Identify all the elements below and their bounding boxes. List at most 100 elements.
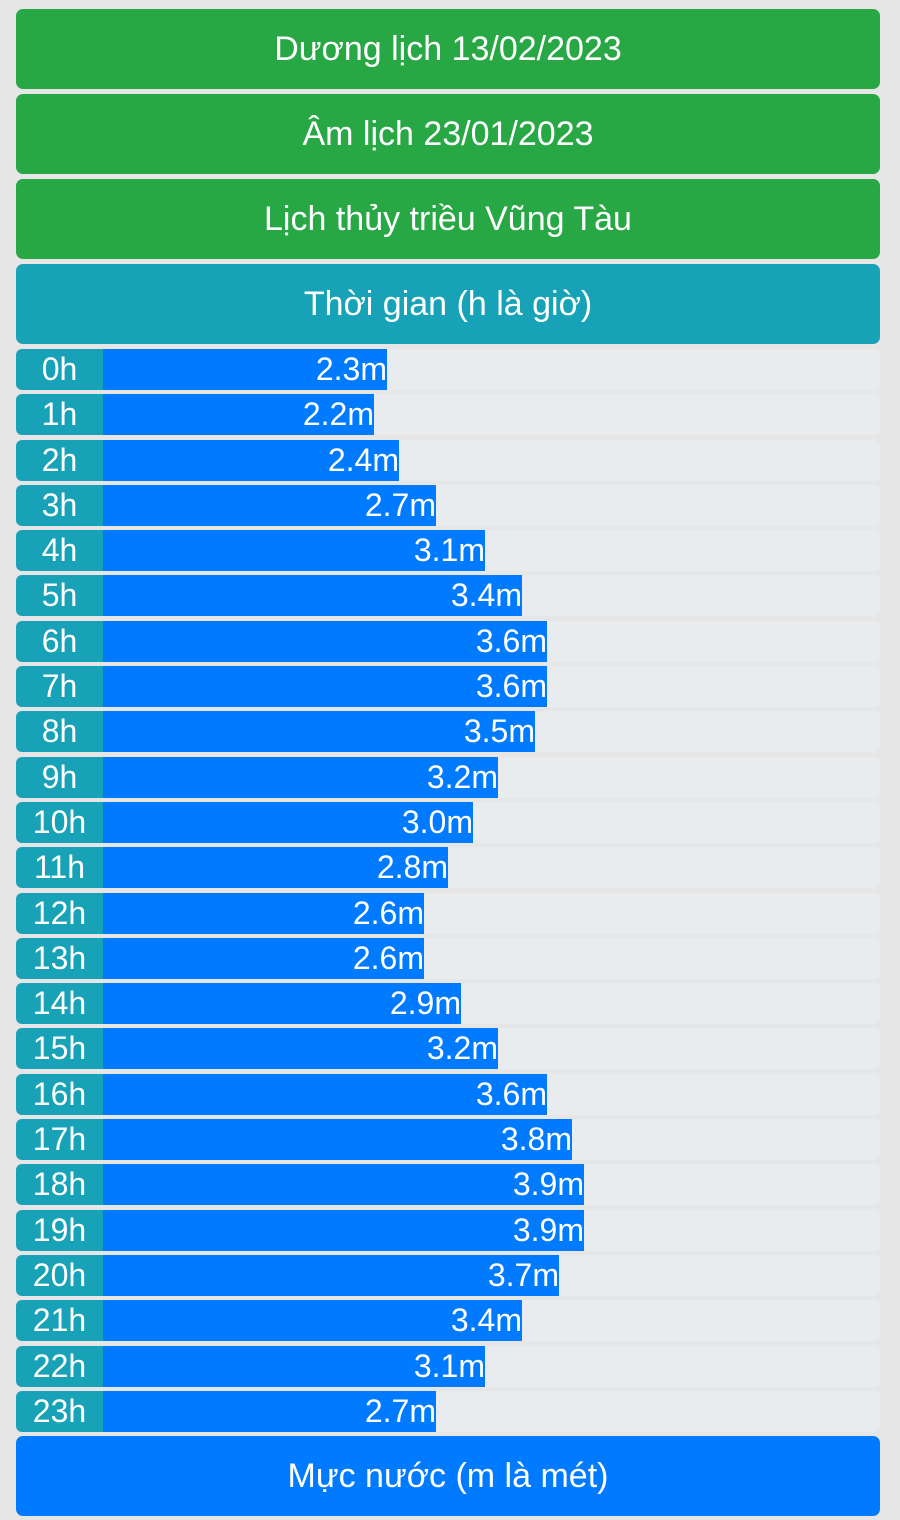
tide-bar: 3.1m bbox=[103, 530, 485, 572]
tide-bar-chart: 0h 2.3m 1h 2.2m 2h 2.4m 3h 2.7m 4h 3.1m 5h 3.4m 6h 3.… bbox=[16, 349, 880, 1432]
tide-bar: 3.6m bbox=[103, 666, 547, 708]
time-column-header: Thời gian (h là giờ) bbox=[16, 264, 880, 344]
hour-label: 9h bbox=[16, 756, 103, 798]
bar-track: 3.5m bbox=[103, 711, 880, 753]
tide-page: Dương lịch 13/02/2023 Âm lịch 23/01/2023… bbox=[16, 9, 880, 1517]
bar-track: 3.6m bbox=[103, 620, 880, 662]
hour-label: 4h bbox=[16, 530, 103, 572]
bar-track: 3.2m bbox=[103, 1028, 880, 1070]
hour-label: 13h bbox=[16, 937, 103, 979]
tide-bar: 2.4m bbox=[103, 439, 399, 481]
bar-track: 3.9m bbox=[103, 1164, 880, 1206]
bar-track: 3.1m bbox=[103, 1345, 880, 1387]
hour-label: 19h bbox=[16, 1209, 103, 1251]
bar-track: 3.0m bbox=[103, 801, 880, 843]
solar-date-banner: Dương lịch 13/02/2023 bbox=[16, 9, 880, 89]
tide-bar: 3.1m bbox=[103, 1345, 485, 1387]
tide-row: 9h 3.2m bbox=[16, 756, 880, 798]
tide-row: 2h 2.4m bbox=[16, 439, 880, 481]
tide-row: 11h 2.8m bbox=[16, 847, 880, 889]
bar-track: 3.1m bbox=[103, 530, 880, 572]
hour-label: 23h bbox=[16, 1390, 103, 1432]
tide-row: 19h 3.9m bbox=[16, 1209, 880, 1251]
tide-row: 6h 3.6m bbox=[16, 620, 880, 662]
lunar-date-banner: Âm lịch 23/01/2023 bbox=[16, 94, 880, 174]
hour-label: 15h bbox=[16, 1028, 103, 1070]
hour-label: 21h bbox=[16, 1300, 103, 1342]
tide-bar: 3.2m bbox=[103, 1028, 498, 1070]
tide-bar: 3.4m bbox=[103, 1300, 522, 1342]
bar-track: 2.3m bbox=[103, 349, 880, 390]
bar-track: 2.9m bbox=[103, 983, 880, 1025]
tide-row: 7h 3.6m bbox=[16, 666, 880, 708]
tide-row: 16h 3.6m bbox=[16, 1073, 880, 1115]
hour-label: 5h bbox=[16, 575, 103, 617]
tide-row: 23h 2.7m bbox=[16, 1390, 880, 1432]
tide-bar: 3.4m bbox=[103, 575, 522, 617]
tide-bar: 3.2m bbox=[103, 756, 498, 798]
hour-label: 8h bbox=[16, 711, 103, 753]
tide-row: 10h 3.0m bbox=[16, 801, 880, 843]
bar-track: 2.6m bbox=[103, 937, 880, 979]
bar-track: 3.8m bbox=[103, 1119, 880, 1161]
tide-bar: 2.8m bbox=[103, 847, 448, 889]
tide-bar: 2.7m bbox=[103, 484, 436, 526]
tide-bar: 3.6m bbox=[103, 1073, 547, 1115]
hour-label: 20h bbox=[16, 1254, 103, 1296]
tide-bar: 3.9m bbox=[103, 1164, 584, 1206]
bar-track: 3.6m bbox=[103, 666, 880, 708]
hour-label: 18h bbox=[16, 1164, 103, 1206]
bar-track: 3.2m bbox=[103, 756, 880, 798]
tide-row: 1h 2.2m bbox=[16, 394, 880, 436]
hour-label: 12h bbox=[16, 892, 103, 934]
tide-row: 4h 3.1m bbox=[16, 530, 880, 572]
bar-track: 2.7m bbox=[103, 1390, 880, 1432]
hour-label: 11h bbox=[16, 847, 103, 889]
tide-bar: 3.8m bbox=[103, 1119, 572, 1161]
bar-track: 3.4m bbox=[103, 575, 880, 617]
tide-bar: 3.0m bbox=[103, 801, 473, 843]
hour-label: 0h bbox=[16, 349, 103, 390]
bar-track: 2.6m bbox=[103, 892, 880, 934]
tide-row: 17h 3.8m bbox=[16, 1119, 880, 1161]
hour-label: 7h bbox=[16, 666, 103, 708]
tide-row: 13h 2.6m bbox=[16, 937, 880, 979]
bar-track: 3.6m bbox=[103, 1073, 880, 1115]
hour-label: 14h bbox=[16, 983, 103, 1025]
bar-track: 2.2m bbox=[103, 394, 880, 436]
hour-label: 10h bbox=[16, 801, 103, 843]
tide-bar: 2.7m bbox=[103, 1390, 436, 1432]
hour-label: 2h bbox=[16, 439, 103, 481]
hour-label: 16h bbox=[16, 1073, 103, 1115]
bar-track: 3.4m bbox=[103, 1300, 880, 1342]
tide-bar: 2.9m bbox=[103, 983, 461, 1025]
tide-row: 3h 2.7m bbox=[16, 484, 880, 526]
tide-bar: 2.3m bbox=[103, 349, 387, 390]
tide-bar: 2.2m bbox=[103, 394, 374, 436]
hour-label: 6h bbox=[16, 620, 103, 662]
hour-label: 3h bbox=[16, 484, 103, 526]
tide-row: 0h 2.3m bbox=[16, 349, 880, 390]
tide-bar: 3.5m bbox=[103, 711, 535, 753]
tide-bar: 2.6m bbox=[103, 892, 424, 934]
hour-label: 22h bbox=[16, 1345, 103, 1387]
tide-row: 18h 3.9m bbox=[16, 1164, 880, 1206]
tide-row: 14h 2.9m bbox=[16, 983, 880, 1025]
hour-label: 1h bbox=[16, 394, 103, 436]
bar-track: 2.4m bbox=[103, 439, 880, 481]
hour-label: 17h bbox=[16, 1119, 103, 1161]
bar-track: 3.7m bbox=[103, 1254, 880, 1296]
tide-row: 21h 3.4m bbox=[16, 1300, 880, 1342]
tide-bar: 3.7m bbox=[103, 1254, 559, 1296]
tide-row: 5h 3.4m bbox=[16, 575, 880, 617]
tide-row: 15h 3.2m bbox=[16, 1028, 880, 1070]
tide-row: 8h 3.5m bbox=[16, 711, 880, 753]
tide-bar: 2.6m bbox=[103, 937, 424, 979]
bar-track: 3.9m bbox=[103, 1209, 880, 1251]
tide-row: 12h 2.6m bbox=[16, 892, 880, 934]
bar-track: 2.8m bbox=[103, 847, 880, 889]
bar-track: 2.7m bbox=[103, 484, 880, 526]
tide-row: 20h 3.7m bbox=[16, 1254, 880, 1296]
tide-bar: 3.9m bbox=[103, 1209, 584, 1251]
tide-row: 22h 3.1m bbox=[16, 1345, 880, 1387]
